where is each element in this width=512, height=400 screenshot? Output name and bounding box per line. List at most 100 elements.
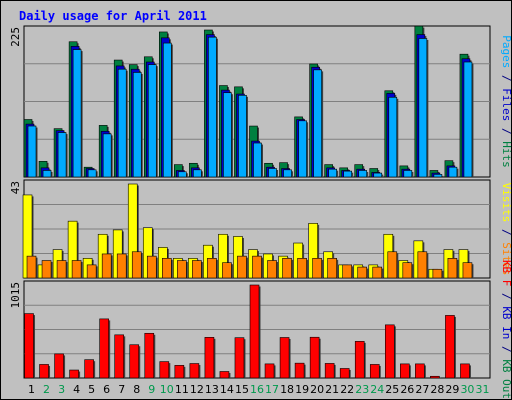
legend-text: /: [500, 286, 512, 306]
x-tick-label-day-22: 22: [340, 383, 354, 396]
x-tick-label-day-21: 21: [325, 383, 339, 396]
bar-kb-f-day-10: [159, 361, 170, 379]
bar-sites-day-21: [327, 258, 337, 279]
bar-kb-f-day-17: [264, 363, 275, 379]
bar-sites-day-13: [207, 258, 217, 279]
bar-sites-day-14: [222, 262, 232, 279]
bar-kb-f-day-16: [249, 284, 260, 379]
legend-text: Files: [500, 88, 512, 121]
bar-sites-day-4: [71, 260, 82, 279]
bar-pages-day-26: [403, 170, 413, 178]
x-tick-label-day-6: 6: [103, 383, 110, 396]
bar-pages-day-23: [358, 170, 368, 178]
bar-pages-day-11: [178, 171, 187, 178]
legend-text: /: [500, 121, 512, 141]
x-tick-label-day-28: 28: [430, 383, 444, 396]
legend-text: /: [500, 68, 512, 88]
bar-kb-f-day-9: [144, 332, 155, 379]
bar-kb-f-day-22: [339, 368, 350, 379]
bar-sites-day-2: [41, 260, 52, 279]
x-tick-label-day-12: 12: [190, 383, 204, 396]
x-tick-label-day-8: 8: [133, 383, 140, 396]
bar-kb-f-day-1: [24, 313, 34, 379]
panel-bottom-legend-label: KB F / KB In / KB Out: [500, 260, 512, 399]
x-tick-label-day-14: 14: [220, 383, 234, 396]
x-tick-label-day-27: 27: [415, 383, 429, 396]
panel-top-ymax-label: 225: [9, 27, 22, 47]
bar-kb-f-day-7: [114, 334, 125, 379]
bar-pages-day-2: [42, 170, 52, 178]
bar-kb-f-day-28: [430, 375, 440, 379]
bar-pages-day-7: [117, 68, 127, 178]
bar-pages-day-29: [448, 166, 458, 178]
bar-pages-day-14: [223, 92, 232, 178]
bar-sites-day-3: [56, 260, 67, 279]
bar-kb-f-day-26: [400, 363, 410, 379]
bar-kb-f-day-11: [174, 365, 185, 379]
bar-sites-day-18: [282, 258, 292, 279]
bar-kb-f-day-29: [445, 315, 455, 379]
bar-kb-f-day-20: [309, 336, 320, 379]
x-tick-label-day-23: 23: [355, 383, 369, 396]
bar-kb-f-day-13: [204, 337, 215, 379]
bar-pages-day-30: [463, 61, 473, 178]
x-tick-label-day-24: 24: [370, 383, 384, 396]
legend-text: Visits: [500, 183, 512, 223]
legend-text: KB Out: [500, 359, 512, 399]
bar-sites-day-11: [177, 260, 187, 279]
legend-text: /: [500, 339, 512, 359]
bar-pages-day-21: [328, 168, 337, 178]
bar-kb-f-day-19: [294, 362, 305, 379]
bar-pages-day-18: [283, 169, 292, 178]
bar-sites-day-30: [462, 262, 473, 279]
x-tick-label-day-19: 19: [295, 383, 309, 396]
bar-pages-day-17: [268, 168, 277, 178]
bar-sites-day-15: [237, 255, 247, 279]
panel-middle-legend-label: Visits / Sites: [500, 183, 512, 276]
bar-kb-f-day-4: [69, 369, 79, 379]
panel-middle-ymax-label: 43: [9, 181, 22, 194]
bar-sites-day-7: [116, 253, 127, 279]
bar-sites-day-25: [387, 251, 398, 279]
bar-kb-f-day-14: [219, 371, 230, 379]
bar-kb-f-day-25: [384, 324, 395, 379]
bar-kb-f-day-15: [234, 337, 245, 379]
bar-kb-f-day-3: [54, 353, 64, 379]
legend-text: /: [500, 222, 512, 242]
bar-sites-day-16: [252, 255, 262, 279]
bar-sites-day-10: [162, 258, 172, 279]
bar-pages-day-13: [208, 36, 217, 178]
x-tick-label-day-7: 7: [118, 383, 125, 396]
bar-kb-f-day-30: [460, 363, 470, 379]
bar-sites-day-22: [342, 264, 352, 279]
bar-pages-day-28: [433, 174, 443, 178]
x-tick-label-day-5: 5: [88, 383, 95, 396]
bar-sites-day-8: [131, 251, 142, 279]
bar-kb-f-day-21: [324, 363, 335, 379]
legend-text: KB F: [500, 260, 512, 287]
bar-pages-day-22: [343, 170, 352, 178]
chart-title: Daily usage for April 2011: [19, 9, 207, 23]
x-tick-label-day-25: 25: [385, 383, 399, 396]
bar-kb-f-day-23: [354, 341, 365, 379]
bar-sites-day-17: [267, 260, 277, 279]
bar-pages-day-15: [238, 95, 247, 178]
x-tick-label-day-4: 4: [73, 383, 80, 396]
x-tick-label-day-3: 3: [58, 383, 65, 396]
bar-sites-day-27: [417, 251, 428, 279]
bar-pages-day-19: [298, 120, 307, 178]
bar-kb-f-day-5: [84, 359, 94, 379]
x-tick-label-day-18: 18: [280, 383, 294, 396]
x-tick-label-day-15: 15: [235, 383, 249, 396]
bar-pages-day-6: [102, 133, 112, 178]
x-tick-label-day-13: 13: [205, 383, 219, 396]
bar-pages-day-9: [147, 64, 157, 178]
bar-kb-f-day-12: [189, 363, 200, 379]
x-tick-label-day-11: 11: [175, 383, 189, 396]
x-tick-label-day-9: 9: [148, 383, 155, 396]
bar-sites-day-29: [447, 258, 458, 279]
panel-bottom-ymax-label: 1015: [9, 282, 22, 309]
bar-sites-day-5: [86, 264, 97, 279]
x-tick-label-day-17: 17: [265, 383, 279, 396]
x-tick-label-day-16: 16: [250, 383, 264, 396]
